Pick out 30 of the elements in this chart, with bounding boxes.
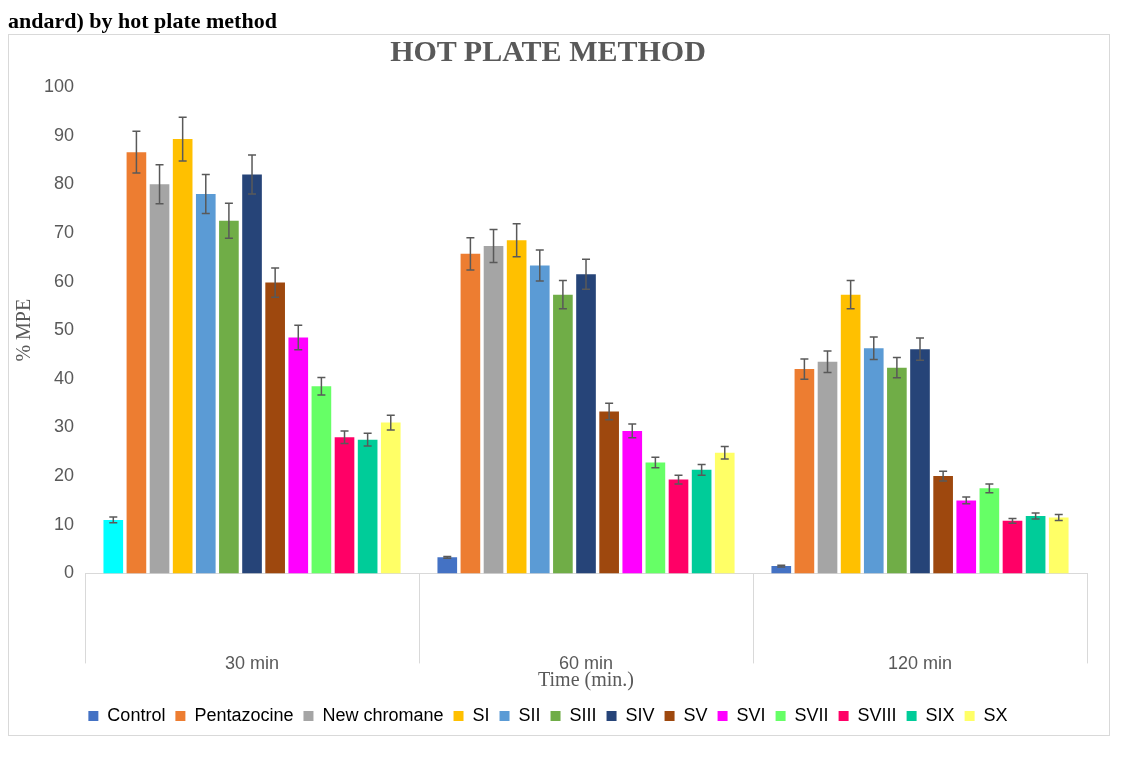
- legend-label: SIV: [625, 704, 655, 725]
- legend-label: Pentazocine: [194, 704, 294, 725]
- y-axis-title: % MPE: [12, 298, 35, 362]
- legend-label: SIII: [569, 704, 597, 725]
- legend-label: SX: [983, 704, 1008, 725]
- y-tick-label: 30: [54, 416, 75, 437]
- legend-label: SII: [518, 704, 541, 725]
- y-tick-label: 80: [54, 173, 75, 194]
- legend-label: New chromane: [322, 704, 444, 725]
- x-axis-title: Time (min.): [538, 668, 634, 692]
- y-tick-label: 0: [64, 562, 75, 583]
- y-tick-label: 40: [54, 367, 75, 388]
- y-tick-label: 50: [54, 319, 75, 340]
- y-tick-label: 90: [54, 124, 75, 145]
- legend-label: SVII: [794, 704, 829, 725]
- legend-label: Control: [107, 704, 166, 725]
- y-tick-label: 70: [54, 221, 75, 242]
- text: andard) by hot plate method: [8, 8, 278, 34]
- y-tick-label: 10: [54, 513, 75, 534]
- chart-title: HOT PLATE METHOD: [390, 33, 706, 67]
- legend-label: SVIII: [857, 704, 897, 725]
- y-tick-label: 60: [54, 270, 75, 291]
- legend-label: SI: [472, 704, 490, 725]
- legend-label: SIX: [925, 704, 955, 725]
- legend-label: SVI: [736, 704, 766, 725]
- legend-label: SV: [683, 704, 708, 725]
- x-tick-label: 30 min: [225, 653, 280, 674]
- y-tick-label: 100: [43, 75, 75, 96]
- x-tick-label: 120 min: [887, 653, 953, 674]
- y-tick-label: 20: [54, 465, 75, 486]
